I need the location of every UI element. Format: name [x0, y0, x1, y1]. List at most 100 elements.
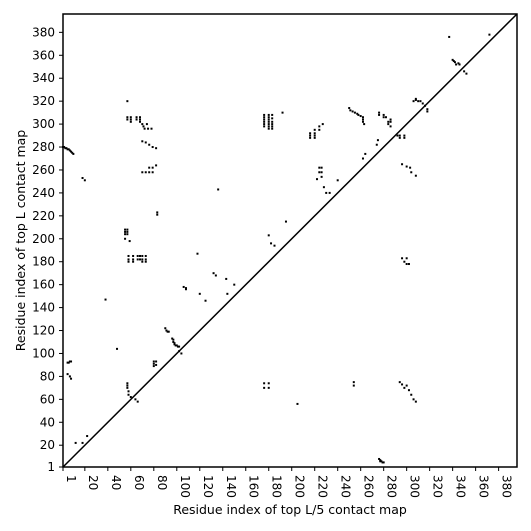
y-tick-label: 160	[32, 278, 55, 292]
contact-point	[309, 136, 312, 139]
contact-point	[318, 125, 321, 128]
contact-point	[81, 176, 84, 179]
contact-point	[139, 254, 142, 257]
contact-point	[364, 152, 367, 155]
contact-point	[398, 381, 401, 384]
contact-point	[351, 110, 354, 113]
contact-point	[401, 163, 404, 166]
x-tick-label: 1	[64, 475, 78, 483]
contact-point	[405, 257, 408, 260]
contact-point	[126, 382, 129, 385]
y-tick-label: 20	[40, 438, 55, 452]
x-tick-label: 80	[155, 475, 169, 490]
x-tick-label: 240	[339, 475, 353, 498]
contact-point	[412, 398, 415, 401]
contact-point	[71, 151, 74, 154]
contact-point	[67, 361, 70, 364]
contact-point	[148, 143, 151, 146]
contact-point	[63, 146, 66, 149]
contact-point	[173, 342, 176, 345]
contact-point	[144, 254, 147, 257]
contact-point	[126, 116, 129, 119]
contact-point	[132, 258, 135, 261]
x-axis-label: Residue index of top L/5 contact map	[173, 502, 407, 517]
contact-point	[150, 127, 153, 130]
x-tick-label: 40	[109, 475, 123, 490]
contact-point	[124, 230, 127, 233]
contact-point	[401, 383, 404, 386]
contact-point	[396, 134, 399, 137]
x-axis-ticks: 1 20 40 60 80 100 120 140 160 180 200 220 240 260 280 3…	[62, 467, 514, 498]
contact-point	[382, 113, 385, 116]
y-tick-label: 100	[32, 346, 55, 360]
contact-point	[267, 120, 270, 123]
contact-point	[270, 242, 273, 245]
contact-point	[414, 97, 417, 100]
contact-point	[126, 100, 129, 103]
contact-point	[214, 274, 217, 277]
contact-point	[316, 178, 319, 181]
contact-point	[267, 234, 270, 237]
contact-point	[267, 118, 270, 121]
contact-point	[124, 237, 127, 240]
contact-point	[116, 347, 119, 350]
y-tick-label: 360	[32, 48, 55, 62]
contact-point	[320, 166, 323, 169]
x-tick-label: 20	[86, 475, 100, 490]
contact-point	[66, 361, 69, 364]
contact-point	[174, 344, 177, 347]
x-tick-label: 340	[454, 475, 468, 498]
contact-point	[403, 260, 406, 263]
contact-point	[148, 166, 151, 169]
contact-point	[379, 460, 382, 463]
contact-point	[204, 299, 207, 302]
contact-point	[263, 123, 266, 126]
contact-point	[398, 134, 401, 137]
contact-point	[349, 109, 352, 112]
contact-point	[178, 345, 181, 348]
contact-point	[155, 164, 158, 167]
contact-point	[151, 171, 154, 174]
contact-point	[196, 252, 199, 255]
contact-point	[127, 260, 130, 263]
contact-point	[127, 258, 130, 261]
contact-point	[148, 171, 151, 174]
contact-point	[127, 254, 130, 257]
x-tick-label: 100	[178, 475, 192, 498]
x-tick-label: 140	[224, 475, 238, 498]
contact-point	[65, 147, 68, 150]
contact-point	[155, 363, 158, 366]
contact-point	[143, 127, 146, 130]
contact-point	[263, 118, 266, 121]
contact-point	[452, 60, 455, 63]
contact-point	[66, 373, 69, 376]
contact-point	[184, 288, 187, 291]
contact-point	[387, 120, 390, 123]
contact-point	[171, 337, 174, 340]
contact-point	[267, 123, 270, 126]
contact-point	[124, 233, 127, 236]
contact-point	[64, 147, 67, 150]
contact-point	[86, 435, 89, 438]
contact-point	[72, 152, 75, 155]
contact-point	[403, 134, 406, 137]
contact-point	[414, 174, 417, 177]
y-axis-ticks: 1204060801001201401601802002202402602803…	[32, 25, 63, 474]
contact-point	[132, 254, 135, 257]
contact-point	[378, 457, 381, 460]
contact-point	[271, 120, 274, 123]
contact-point	[451, 58, 454, 61]
x-tick-label: 60	[132, 475, 146, 490]
contact-point	[363, 123, 366, 126]
contact-point	[267, 125, 270, 128]
contact-point	[141, 258, 144, 261]
contact-point	[389, 120, 392, 123]
contact-point	[407, 389, 410, 392]
contact-point	[448, 35, 451, 38]
contact-point	[156, 213, 159, 216]
y-tick-label: 280	[32, 140, 55, 154]
x-tick-label: 120	[201, 475, 215, 498]
contact-point	[328, 191, 331, 194]
y-tick-label: 180	[32, 255, 55, 269]
